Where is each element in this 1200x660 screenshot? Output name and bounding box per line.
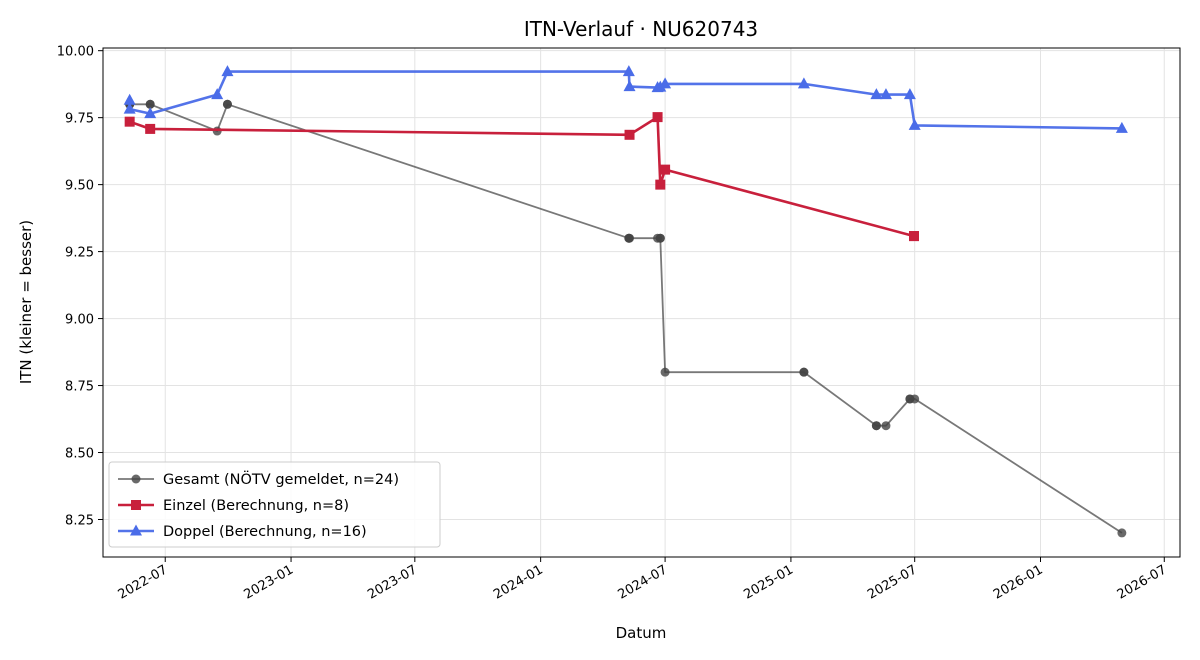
legend: Gesamt (NÖTV gemeldet, n=24) Einzel (Bere… [108, 461, 441, 548]
series-doppel [123, 65, 1128, 133]
data-point-einzel [624, 129, 635, 140]
data-point-einzel [652, 112, 663, 123]
y-axis-title: ITN (kleiner = besser) [17, 220, 35, 384]
data-point-doppel [659, 77, 672, 89]
plot-frame [102, 47, 1181, 558]
data-point-doppel [123, 93, 136, 105]
legend-label-doppel: Doppel (Berechnung, n=16) [163, 524, 367, 540]
data-point-gesamt [222, 99, 232, 109]
y-tick-label: 10.00 [57, 45, 94, 60]
data-point-einzel [660, 164, 671, 175]
data-point-doppel [1115, 121, 1128, 133]
data-point-doppel [903, 88, 916, 100]
series-einzel [124, 112, 919, 242]
data-point-doppel [879, 88, 892, 100]
data-point-doppel [654, 80, 667, 92]
chart-title: ITN-Verlauf · NU620743 [524, 17, 758, 41]
y-tick-label: 9.75 [65, 112, 94, 127]
series-layer [123, 65, 1128, 538]
legend-item-doppel: Doppel (Berechnung, n=16) [118, 524, 367, 540]
y-tick-label: 8.50 [65, 447, 94, 462]
legend-label-einzel: Einzel (Berechnung, n=8) [163, 498, 349, 514]
data-point-doppel [211, 88, 224, 100]
data-point-gesamt [1117, 528, 1127, 538]
data-point-gesamt [881, 421, 891, 431]
data-point-doppel [144, 107, 157, 119]
y-tick-label: 8.75 [65, 380, 94, 395]
data-point-doppel [908, 118, 921, 130]
data-point-doppel [870, 88, 883, 100]
legend-box [108, 461, 441, 548]
data-point-doppel [123, 102, 136, 114]
legend-marker-einzel [131, 500, 141, 510]
legend-marker-gesamt [131, 474, 141, 484]
legend-item-einzel: Einzel (Berechnung, n=8) [118, 498, 349, 514]
data-point-gesamt [625, 233, 635, 243]
x-axis-title: Datum [616, 624, 667, 642]
y-tick-label: 9.25 [65, 246, 94, 261]
data-point-gesamt [655, 233, 665, 243]
data-point-einzel [145, 123, 156, 134]
series-gesamt [125, 99, 1127, 538]
data-point-doppel [797, 77, 810, 89]
legend-marker-doppel [130, 524, 142, 536]
data-point-einzel [124, 116, 135, 127]
data-point-gesamt [145, 99, 155, 109]
y-tick-label: 9.50 [65, 179, 94, 194]
data-point-gesamt [910, 394, 920, 404]
legend-label-gesamt: Gesamt (NÖTV gemeldet, n=24) [163, 470, 399, 488]
legend-item-gesamt: Gesamt (NÖTV gemeldet, n=24) [118, 470, 399, 488]
y-tick-label: 9.00 [65, 313, 94, 328]
data-point-doppel [623, 80, 636, 92]
data-point-einzel [908, 231, 919, 242]
data-point-gesamt [799, 367, 809, 377]
data-point-doppel [622, 65, 635, 77]
data-point-einzel [655, 179, 666, 190]
data-point-gesamt [871, 421, 881, 431]
y-tick-label: 8.25 [65, 513, 94, 528]
data-point-gesamt [660, 367, 670, 377]
data-point-doppel [221, 65, 234, 77]
